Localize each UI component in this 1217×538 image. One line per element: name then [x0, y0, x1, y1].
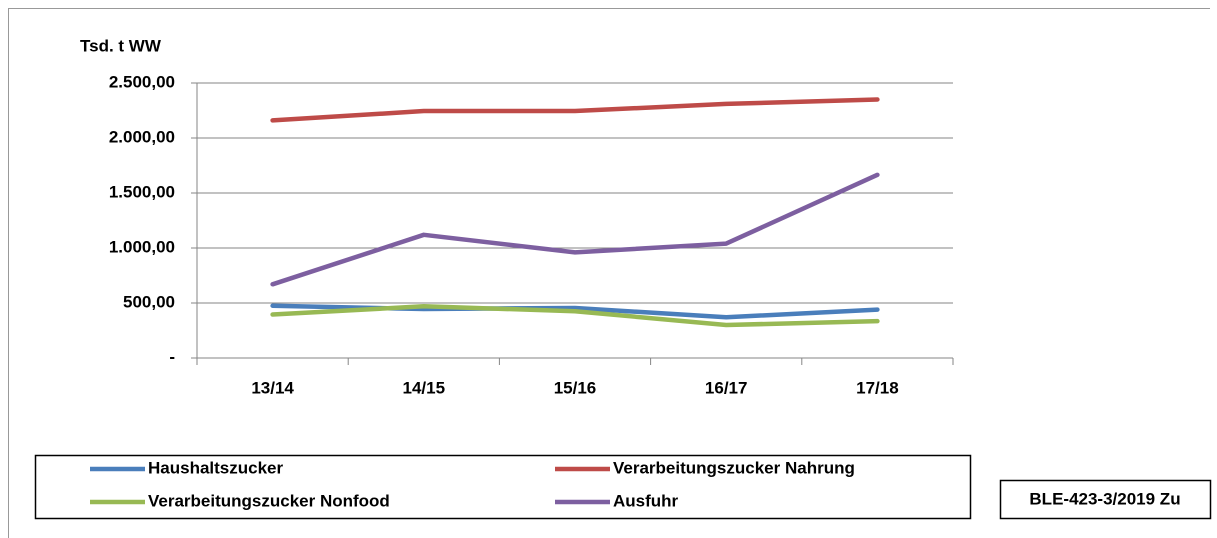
- y-tick-label: 1.500,00: [109, 182, 175, 201]
- legend-box: [34, 454, 972, 520]
- legend-label: Haushaltszucker: [148, 458, 283, 477]
- y-tick-label: 1.000,00: [109, 237, 175, 256]
- y-tick-label: 500,00: [123, 292, 175, 311]
- data-line: [270, 172, 880, 287]
- x-tick-label: 13/14: [251, 378, 294, 397]
- y-axis-label: Tsd. t WW: [80, 36, 162, 55]
- x-tick-label: 16/17: [705, 378, 748, 397]
- chart-frame: [8, 8, 1210, 538]
- y-tick-label: 2.500,00: [109, 72, 175, 91]
- data-line: [270, 97, 880, 123]
- legend-label: Ausfuhr: [613, 491, 679, 510]
- legend-label: Verarbeitungszucker Nahrung: [613, 458, 855, 477]
- data-line: [270, 304, 880, 328]
- legend-label: Verarbeitungszucker Nonfood: [148, 491, 390, 510]
- source-note: BLE-423-3/2019 Zu: [1029, 489, 1180, 508]
- x-tick-label: 17/18: [856, 378, 899, 397]
- y-tick-label: 2.000,00: [109, 127, 175, 146]
- x-tick-label: 15/16: [554, 378, 597, 397]
- y-tick-label: -: [169, 347, 175, 366]
- x-tick-label: 14/15: [403, 378, 446, 397]
- source-box: [999, 479, 1212, 520]
